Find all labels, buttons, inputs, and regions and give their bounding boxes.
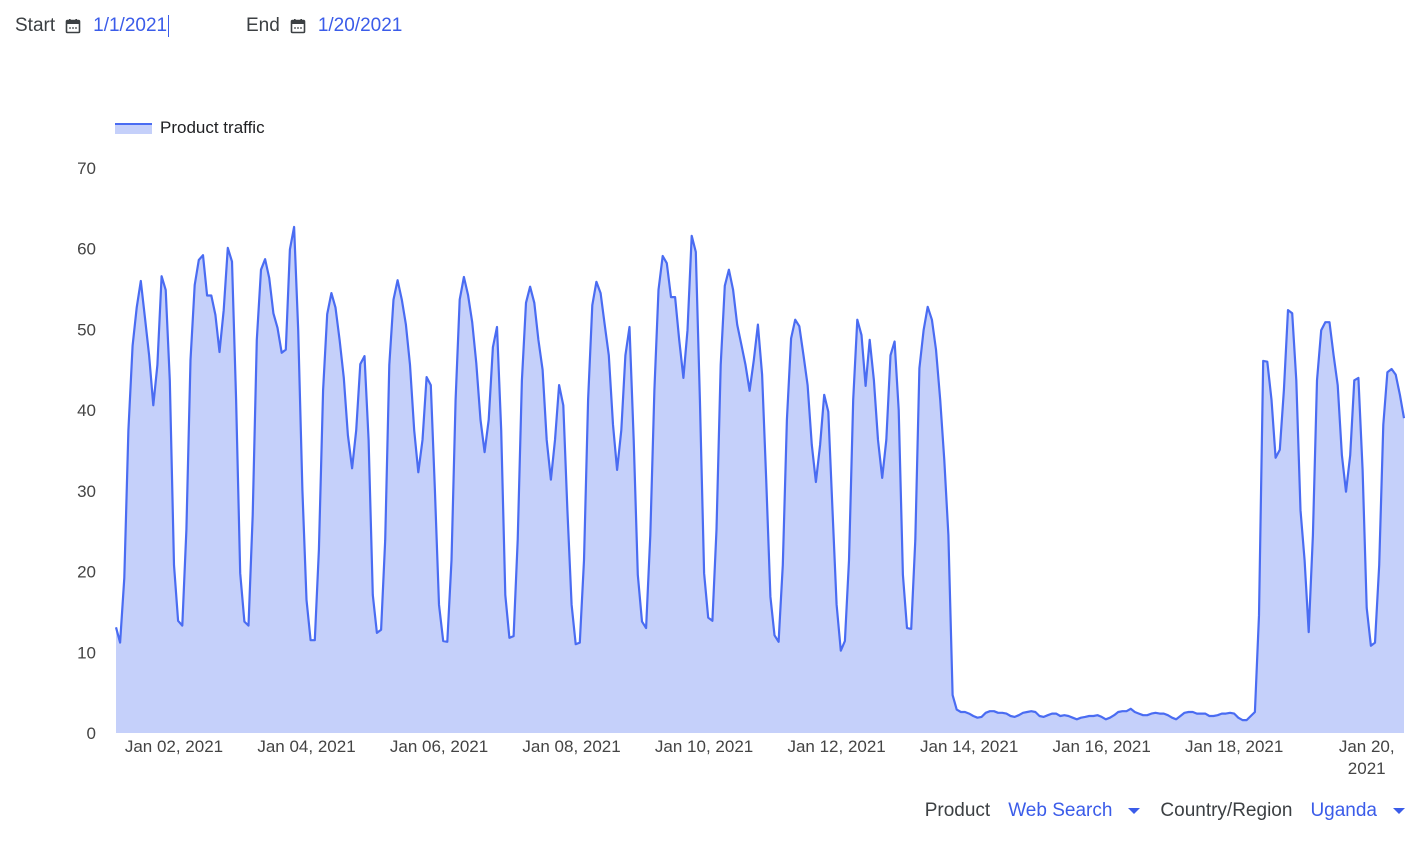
x-tick-label: Jan 10, 2021 [654,737,754,756]
triangle-down-icon [1128,808,1141,814]
region-label: Country/Region [1160,800,1293,821]
end-date-control: End 1/20/2021 [246,15,402,37]
series-area [116,226,1404,733]
x-tick-label: Jan 06, 2021 [389,737,489,756]
y-tick-label: 20 [77,563,96,582]
region-value: Uganda [1310,800,1377,821]
end-label: End [246,15,280,36]
y-tick-label: 70 [77,159,96,178]
legend-swatch [115,122,152,134]
filter-bar: Product Web Search Country/Region Uganda [925,800,1405,822]
y-axis: 0 10 20 30 40 50 60 70 [77,159,96,743]
product-dropdown[interactable]: Web Search [1008,800,1141,822]
series-line [114,225,1406,722]
start-date-control: Start 1/1/2021 [15,15,170,37]
end-date-input[interactable]: 1/20/2021 [317,15,403,36]
start-label: Start [15,15,56,36]
x-tick-label: Jan 12, 2021 [787,737,886,756]
chart-legend: Product traffic [115,118,265,138]
y-tick-label: 10 [77,643,96,662]
legend-label: Product traffic [160,118,265,137]
x-tick-label: Jan 18, 2021 [1185,737,1284,756]
calendar-icon[interactable] [290,18,306,34]
calendar-icon[interactable] [65,18,81,34]
text-cursor [168,15,170,37]
product-label: Product [924,800,991,821]
y-tick-label: 50 [77,320,96,339]
start-date-input[interactable]: 1/1/2021 [93,15,168,36]
x-tick-label: Jan 14, 2021 [919,737,1019,756]
x-tick-label: Jan 20, 2021 [1338,737,1395,778]
x-tick-label: Jan 02, 2021 [124,737,224,756]
triangle-down-icon [1393,808,1405,814]
x-tick-label: Jan 16, 2021 [1052,737,1151,756]
y-tick-label: 30 [77,482,96,501]
product-value: Web Search [1008,800,1113,821]
y-tick-label: 40 [77,401,96,420]
y-tick-label: 0 [87,724,96,743]
x-tick-label: Jan 04, 2021 [257,737,356,756]
y-tick-label: 60 [77,240,96,259]
region-dropdown[interactable]: Uganda [1310,800,1405,822]
x-tick-label: Jan 08, 2021 [522,737,621,756]
